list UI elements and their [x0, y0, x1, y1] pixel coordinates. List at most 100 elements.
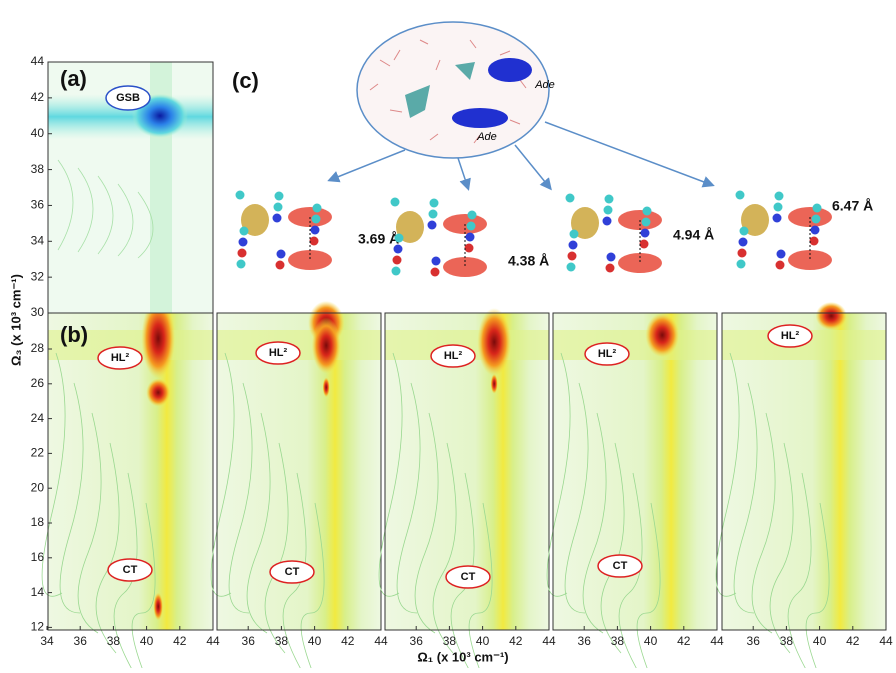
contour: [282, 472, 307, 673]
atom: [811, 214, 821, 224]
x-tick-label: 36: [747, 634, 761, 648]
contour: [618, 472, 643, 673]
x-tick-label: 40: [813, 634, 827, 648]
arrow: [457, 157, 471, 191]
atom: [602, 216, 612, 226]
sugar: [571, 207, 599, 239]
spectrum-panel: 36 38 40 42 44 HL² CT: [210, 300, 388, 673]
contour: [450, 472, 475, 673]
contour: [733, 382, 758, 614]
atom: [429, 198, 439, 208]
atom: [739, 226, 749, 236]
x-tick-label: 44: [542, 634, 556, 648]
atom: [431, 256, 441, 266]
y-tick-label: 12: [31, 620, 45, 634]
x-tick-label: 42: [509, 634, 523, 648]
x-tick-label: 36: [74, 634, 88, 648]
contour: [210, 352, 235, 597]
hl2-label: HL²: [598, 348, 617, 360]
hotspot: [153, 592, 164, 621]
atom: [640, 228, 650, 238]
ct-label: CT: [461, 571, 476, 583]
sugar: [241, 204, 269, 236]
atom: [274, 191, 284, 201]
atom: [275, 260, 285, 270]
contour: [805, 502, 830, 673]
x-tick-label: 40: [308, 634, 322, 648]
x-tick-label: 38: [275, 634, 289, 648]
y-tick-label: 22: [31, 446, 45, 460]
label-oval: [584, 342, 630, 366]
contour: [59, 382, 84, 614]
x-tick-label: 38: [107, 634, 121, 648]
adenine: [452, 108, 508, 128]
label-oval: [445, 565, 491, 589]
y-tick-label: 18: [31, 515, 45, 529]
atom: [430, 267, 440, 277]
x-tick-label: 44: [206, 634, 220, 648]
x-tick-label: 36: [242, 634, 256, 648]
hotspot: [490, 373, 498, 394]
atom: [427, 220, 437, 230]
hotspot: [311, 317, 341, 374]
y-tick-label: 26: [31, 376, 45, 390]
y-tick-label: 44: [31, 54, 45, 68]
x-tick-label: 36: [578, 634, 592, 648]
contour: [769, 442, 794, 654]
y-axis-label: Ω₃ (x 10³ cm⁻¹): [8, 274, 23, 366]
atom: [272, 213, 282, 223]
y-tick-label: 36: [31, 198, 45, 212]
x-tick-label: 42: [341, 634, 355, 648]
spectrum-panel: 36 38 40 42 44 HL² CT: [546, 312, 724, 673]
y-tick-label: 28: [31, 341, 45, 355]
heatmap-bg: [553, 313, 717, 630]
atom: [276, 249, 286, 259]
atom: [642, 206, 652, 216]
panel-label: (b): [60, 322, 88, 347]
heatmap-bg: [722, 313, 886, 630]
panel-frame: [552, 312, 718, 631]
label-oval: [269, 560, 315, 584]
hotspot: [322, 377, 330, 398]
hotspot: [815, 301, 847, 330]
spectrum-panel: 36 38 40 42 44 HL²: [715, 301, 893, 673]
atom: [774, 191, 784, 201]
contour: [300, 502, 325, 673]
y-tick-label: 42: [31, 90, 45, 104]
y-tick-label: 20: [31, 480, 45, 494]
arrow: [327, 149, 406, 183]
contour: [432, 442, 457, 654]
distance-label: 4.94 Å: [673, 227, 714, 243]
label-oval: [767, 324, 813, 348]
atom: [603, 205, 613, 215]
distance-label: 6.47 Å: [832, 198, 873, 214]
contour: [228, 382, 253, 614]
atom: [772, 213, 782, 223]
x-tick-label: 44: [374, 634, 388, 648]
atom: [311, 214, 321, 224]
contour: [582, 412, 607, 634]
solvent-box: [356, 21, 550, 159]
y-tick-label: 40: [31, 126, 45, 140]
y-tick-label: 38: [31, 162, 45, 176]
gsb-label: GSB: [116, 92, 140, 104]
atom: [310, 225, 320, 235]
y-tick-label: 30: [31, 305, 45, 319]
y-tick-label: 24: [31, 411, 45, 425]
atom: [809, 236, 819, 246]
atom: [567, 251, 577, 261]
hl2-label: HL²: [269, 347, 288, 359]
y-tick-label: 32: [31, 269, 45, 283]
hotspot: [146, 378, 171, 407]
atom: [467, 210, 477, 220]
sugar: [741, 204, 769, 236]
x-tick-label: 44: [710, 634, 724, 648]
atom: [639, 239, 649, 249]
atom: [569, 229, 579, 239]
x-tick-label: 40: [476, 634, 490, 648]
atom: [776, 249, 786, 259]
atom: [312, 203, 322, 213]
atom: [465, 232, 475, 242]
atom: [810, 225, 820, 235]
